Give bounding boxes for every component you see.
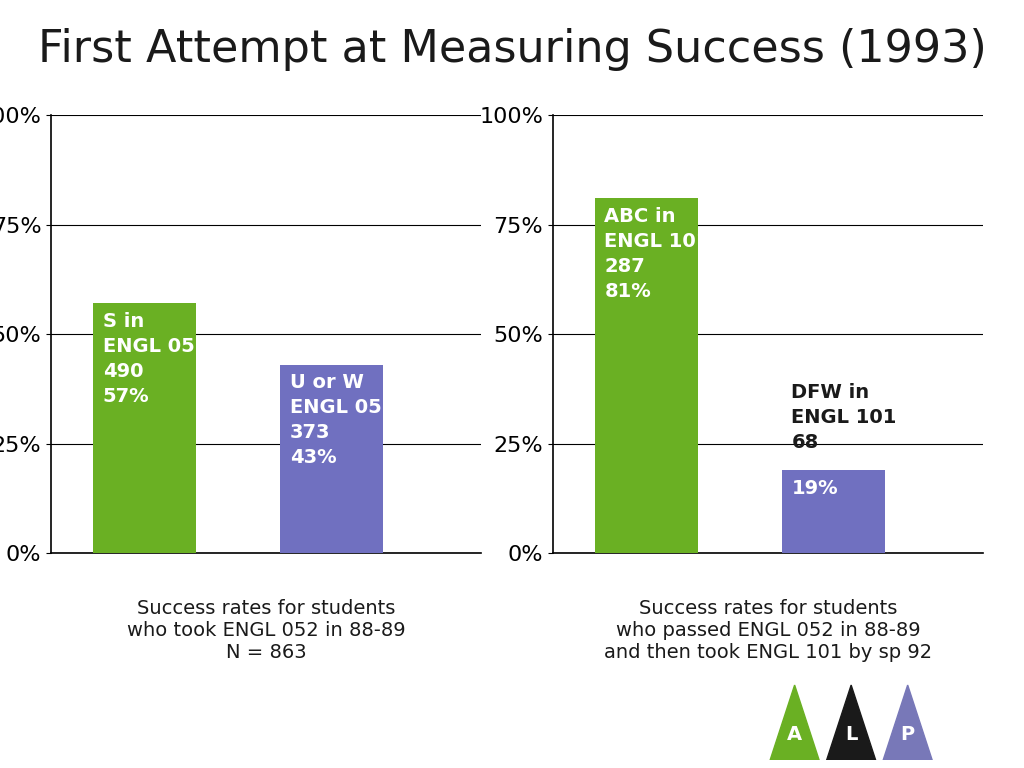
Polygon shape — [770, 685, 819, 760]
Bar — [782, 470, 885, 553]
Text: 19%: 19% — [792, 478, 838, 498]
Bar — [281, 365, 383, 553]
Text: Success rates for students
who passed ENGL 052 in 88-89
and then took ENGL 101 b: Success rates for students who passed EN… — [604, 599, 932, 662]
Text: A: A — [787, 725, 802, 744]
Text: ABC in
ENGL 101
287
81%: ABC in ENGL 101 287 81% — [604, 207, 710, 301]
Text: P: P — [901, 725, 914, 744]
Bar — [595, 198, 698, 553]
Text: DFW in
ENGL 101
68: DFW in ENGL 101 68 — [792, 383, 897, 452]
Text: L: L — [845, 725, 857, 744]
Polygon shape — [826, 685, 876, 760]
Text: U or W
ENGL 052
373
43%: U or W ENGL 052 373 43% — [290, 373, 395, 468]
Bar — [93, 303, 197, 553]
Text: Success rates for students
who took ENGL 052 in 88-89
N = 863: Success rates for students who took ENGL… — [127, 599, 406, 662]
Text: First Attempt at Measuring Success (1993): First Attempt at Measuring Success (1993… — [38, 28, 986, 71]
Polygon shape — [883, 685, 932, 760]
Text: S in
ENGL 052
490
57%: S in ENGL 052 490 57% — [102, 313, 208, 406]
